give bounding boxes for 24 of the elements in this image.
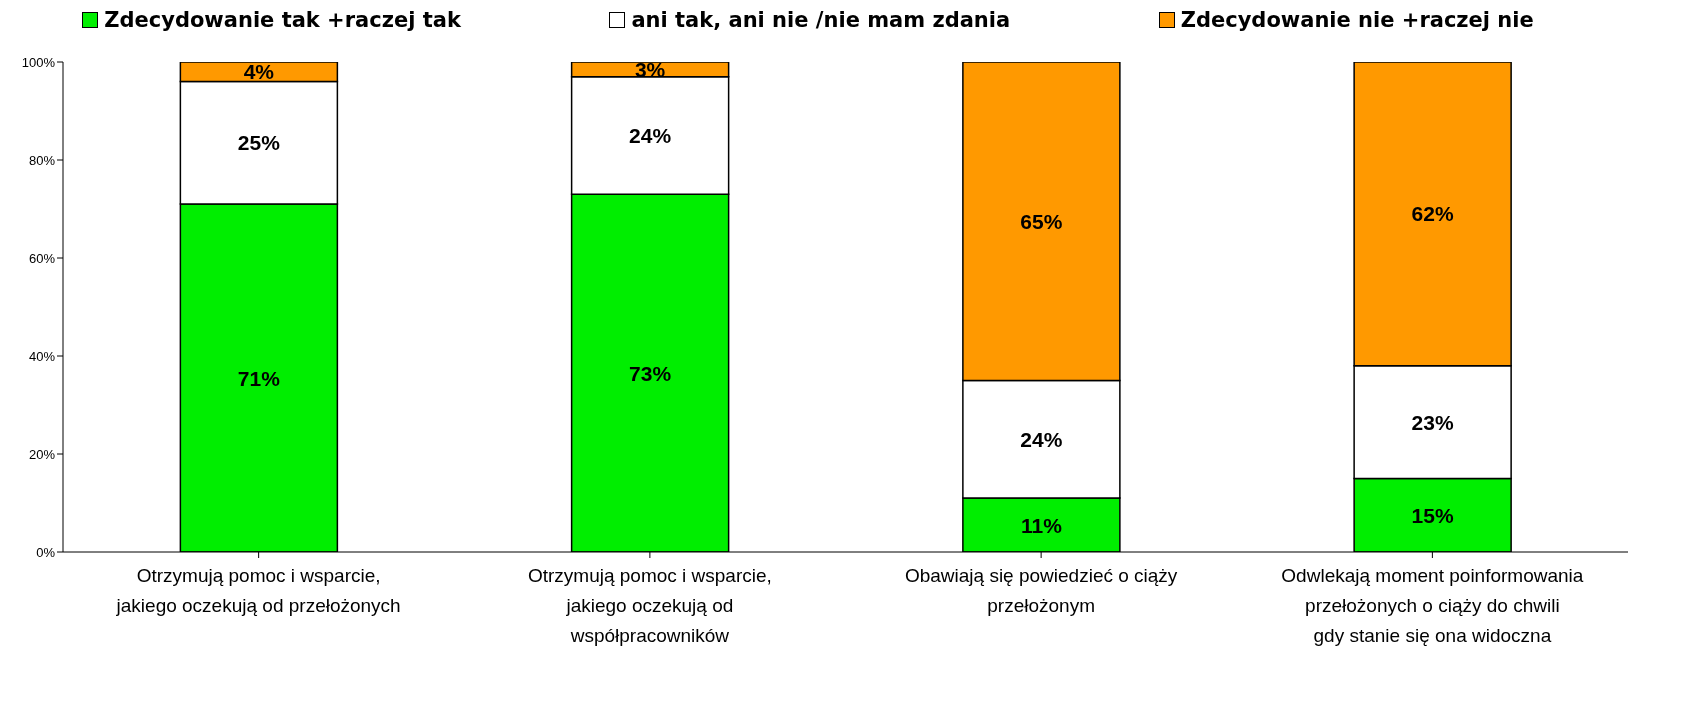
y-tick-label: 0% <box>36 544 56 560</box>
data-label: 15% <box>1411 503 1454 527</box>
data-label: 65% <box>1020 209 1063 233</box>
legend-label: Zdecydowanie tak +raczej tak <box>104 8 461 32</box>
data-label: 25% <box>237 131 281 155</box>
y-tick-label: 80% <box>28 152 56 168</box>
data-label: 71% <box>237 366 281 390</box>
legend-label: Zdecydowanie nie +raczej nie <box>1180 8 1534 32</box>
y-tick-label: 40% <box>28 348 56 364</box>
legend-label: ani tak, ani nie /nie mam zdania <box>631 8 1011 32</box>
data-label: 11% <box>1020 513 1063 537</box>
x-tick-label: Obawiają się powiedzieć o ciąży przełożonym <box>904 565 1178 616</box>
data-label: 23% <box>1411 410 1454 434</box>
data-label: 4% <box>243 60 275 84</box>
y-tick-label: 100% <box>21 54 56 70</box>
data-label: 73% <box>629 361 672 385</box>
data-label: 62% <box>1411 202 1454 226</box>
x-tick-label: Otrzymują pomoc i wsparcie, jakiego oczekują od współpracowników <box>527 565 772 646</box>
x-tick-label: Otrzymują pomoc i wsparcie, jakiego oczekują od przełożonych <box>115 565 401 616</box>
data-label: 24% <box>629 124 672 147</box>
y-tick-label: 60% <box>28 250 56 266</box>
data-label: 24% <box>1020 427 1063 451</box>
y-tick-label: 20% <box>28 446 56 462</box>
x-tick-label: Odwlekają moment poinformowania przełożonych o ciąży do chwili gdy stanie się ona widoczna <box>1281 565 1584 646</box>
